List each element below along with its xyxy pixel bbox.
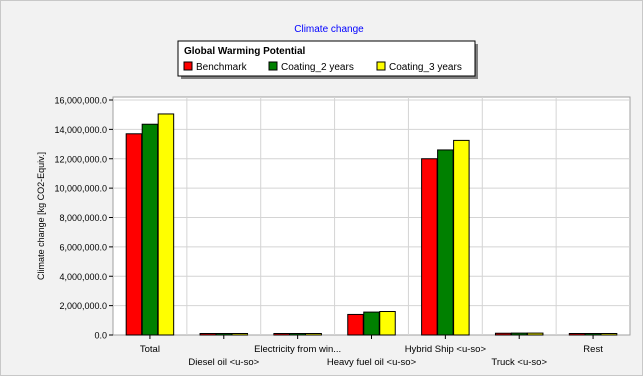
- legend-swatch: [376, 61, 386, 71]
- legend-label: Coating_3 years: [389, 62, 462, 73]
- grid: [113, 97, 630, 335]
- x-tick-label: Heavy fuel oil <u-so>: [327, 357, 417, 368]
- legend: Global Warming Potential Benchmark Coatin…: [177, 40, 478, 79]
- legend-items: Benchmark Coating_2 years Coating_3 years: [183, 61, 462, 73]
- bar-benchmark-diesel-oil-u-so: [199, 333, 217, 336]
- bar-coating-2-years-rest: [584, 333, 602, 336]
- y-axis: 0.0 2,000,000.0 4,000,000.0 6,000,000.0 8,00…: [54, 96, 113, 341]
- legend-label: Coating_2 years: [281, 62, 354, 73]
- bar-benchmark-heavy-fuel-oil-u-so: [347, 313, 364, 336]
- bar-coating-2-years-electricity-from-win: [289, 333, 306, 336]
- bar-benchmark-truck-u-so: [494, 332, 512, 336]
- legend-swatch: [183, 61, 193, 71]
- y-tick-label: 4,000,000.0: [59, 272, 107, 282]
- legend-box: [177, 40, 476, 77]
- bar-coating-3-years-diesel-oil-u-so: [231, 333, 249, 336]
- bar-coating-3-years-rest: [600, 333, 618, 336]
- x-tick-label: Truck <u-so>: [491, 357, 547, 368]
- bar-benchmark-electricity-from-win: [273, 333, 290, 336]
- chart-title: Climate change: [294, 24, 364, 35]
- x-tick-label: Hybrid Ship <u-so>: [405, 344, 487, 355]
- bar-coating-3-years-total: [157, 113, 175, 336]
- y-tick-label: 10,000,000.0: [54, 184, 107, 194]
- bar-coating-2-years-diesel-oil-u-so: [215, 333, 233, 336]
- y-axis-label: Climate change [kg CO2-Equiv.]: [36, 152, 46, 280]
- x-tick-label: Total: [140, 344, 160, 355]
- y-tick-label: 16,000,000.0: [54, 96, 107, 106]
- x-tick-label: Diesel oil <u-so>: [188, 357, 259, 368]
- bar-coating-3-years-heavy-fuel-oil-u-so: [379, 311, 396, 336]
- y-tick-label: 12,000,000.0: [54, 154, 107, 164]
- legend-label: Benchmark: [196, 62, 248, 73]
- bar-coating-2-years-truck-u-so: [510, 332, 528, 336]
- x-tick-label: Electricity from win...: [254, 344, 341, 355]
- y-tick-label: 2,000,000.0: [59, 301, 107, 311]
- plot-area: [112, 96, 631, 336]
- y-tick-label: 8,000,000.0: [59, 213, 107, 223]
- legend-title: Global Warming Potential: [184, 46, 306, 57]
- legend-swatch: [268, 61, 278, 71]
- bar-benchmark-total: [125, 133, 143, 336]
- x-axis: Total Diesel oil <u-so> Electricity from w…: [140, 335, 603, 368]
- x-tick-label: Rest: [583, 344, 603, 355]
- bars: [125, 113, 618, 336]
- bar-coating-2-years-total: [141, 123, 159, 336]
- bar-coating-3-years-truck-u-so: [526, 332, 544, 336]
- bar-coating-3-years-electricity-from-win: [305, 333, 322, 336]
- bar-benchmark-rest: [568, 333, 586, 336]
- y-tick-label: 0.0: [94, 331, 107, 341]
- bar-coating-2-years-hybrid-ship-u-so: [437, 149, 454, 336]
- y-tick-label: 6,000,000.0: [59, 242, 107, 252]
- y-tick-label: 14,000,000.0: [54, 125, 107, 135]
- bar-coating-2-years-heavy-fuel-oil-u-so: [363, 311, 380, 336]
- bar-coating-3-years-hybrid-ship-u-so: [453, 139, 470, 336]
- bar-benchmark-hybrid-ship-u-so: [421, 158, 438, 336]
